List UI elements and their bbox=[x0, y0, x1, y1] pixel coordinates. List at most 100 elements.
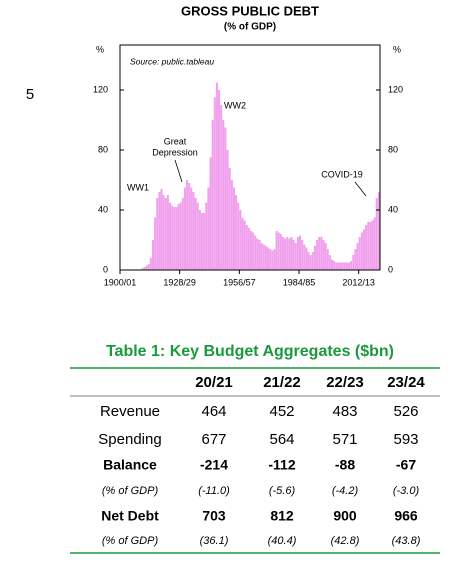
bar bbox=[271, 250, 274, 270]
row-label: Revenue bbox=[100, 403, 160, 420]
table-cell: 564 bbox=[269, 431, 294, 448]
bar bbox=[177, 204, 180, 270]
bar bbox=[181, 198, 184, 270]
bar bbox=[377, 192, 380, 270]
bar bbox=[175, 207, 178, 270]
bar bbox=[145, 265, 148, 270]
table-cell: -112 bbox=[268, 457, 295, 473]
bar bbox=[196, 202, 199, 270]
bar bbox=[333, 261, 336, 270]
bar bbox=[205, 202, 208, 270]
bar bbox=[173, 207, 176, 270]
y-tick-label: 80 bbox=[98, 144, 108, 154]
bar bbox=[350, 261, 353, 270]
bar bbox=[290, 237, 293, 270]
x-tick-label: 1928/29 bbox=[163, 277, 196, 287]
table-cell: (43.8) bbox=[392, 535, 421, 547]
bar bbox=[232, 187, 235, 270]
bar bbox=[243, 220, 246, 270]
bar bbox=[192, 192, 195, 270]
bar bbox=[143, 267, 146, 270]
bar bbox=[348, 262, 351, 270]
bar bbox=[166, 195, 169, 270]
y-tick-label: 120 bbox=[388, 84, 403, 94]
row-label: Spending bbox=[98, 431, 161, 448]
table-cell: 464 bbox=[201, 403, 226, 420]
table-cell: -67 bbox=[396, 457, 416, 473]
bar bbox=[222, 120, 225, 270]
bar bbox=[250, 231, 253, 270]
bar bbox=[235, 195, 238, 270]
bar bbox=[239, 210, 242, 270]
bar bbox=[371, 220, 374, 270]
row-label: Balance bbox=[103, 457, 157, 473]
bar bbox=[160, 189, 163, 270]
bar bbox=[358, 237, 361, 270]
table-cell: (40.4) bbox=[268, 535, 297, 547]
page-number: 5 bbox=[26, 86, 34, 103]
bar bbox=[365, 225, 368, 270]
bar bbox=[341, 262, 344, 270]
y-tick-label: 40 bbox=[388, 204, 398, 214]
bar bbox=[307, 252, 310, 270]
chart-title: GROSS PUBLIC DEBT bbox=[181, 3, 319, 18]
bar bbox=[258, 240, 261, 270]
bar bbox=[305, 247, 308, 270]
table-cell: 483 bbox=[332, 403, 357, 420]
y-tick-label: 120 bbox=[93, 84, 108, 94]
table-cell: (-3.0) bbox=[393, 485, 420, 497]
table-cell: 593 bbox=[393, 431, 418, 448]
annotation: WW2 bbox=[224, 100, 246, 110]
column-header: 22/23 bbox=[326, 374, 364, 391]
y-tick-label: 80 bbox=[388, 144, 398, 154]
bar bbox=[262, 244, 265, 270]
bar bbox=[313, 246, 316, 270]
table-cell: 812 bbox=[270, 508, 294, 524]
bar bbox=[218, 90, 221, 270]
bar bbox=[209, 157, 212, 270]
bar bbox=[337, 262, 340, 270]
bar bbox=[164, 198, 167, 270]
bar bbox=[203, 213, 206, 270]
bar bbox=[224, 127, 227, 270]
bar bbox=[296, 237, 299, 270]
bar bbox=[360, 232, 363, 270]
bar bbox=[200, 213, 204, 270]
column-header: 23/24 bbox=[387, 374, 425, 391]
row-label: (% of GDP) bbox=[102, 485, 159, 497]
annotation: COVID-19 bbox=[321, 169, 363, 179]
leader-line bbox=[354, 181, 367, 197]
table-cell: -88 bbox=[335, 457, 355, 473]
bar bbox=[356, 243, 359, 270]
bar bbox=[220, 105, 223, 270]
bar bbox=[330, 259, 334, 270]
bar bbox=[147, 264, 150, 270]
table-cell: (-5.6) bbox=[269, 485, 296, 497]
bar bbox=[247, 228, 250, 270]
bar bbox=[311, 252, 314, 270]
bar bbox=[375, 198, 378, 270]
bar bbox=[241, 217, 244, 270]
bar bbox=[301, 240, 304, 270]
table-cell: (-4.2) bbox=[332, 485, 359, 497]
bar bbox=[245, 225, 248, 270]
bar bbox=[284, 238, 287, 270]
bar bbox=[352, 255, 355, 270]
annotation: Great bbox=[164, 136, 187, 146]
bar bbox=[151, 240, 154, 270]
bar bbox=[215, 82, 218, 270]
bar bbox=[252, 232, 255, 270]
y-tick-label: 0 bbox=[103, 264, 108, 274]
bar bbox=[288, 238, 291, 270]
bar bbox=[279, 234, 282, 270]
bar bbox=[158, 192, 161, 270]
bar bbox=[230, 180, 233, 270]
table-cell: (42.8) bbox=[331, 535, 360, 547]
bar bbox=[226, 150, 229, 270]
y-unit: % bbox=[96, 44, 104, 54]
bar bbox=[373, 217, 376, 270]
bar bbox=[328, 255, 331, 270]
x-tick-label: 1984/85 bbox=[283, 277, 316, 287]
bar bbox=[198, 210, 201, 270]
bar bbox=[207, 187, 210, 270]
